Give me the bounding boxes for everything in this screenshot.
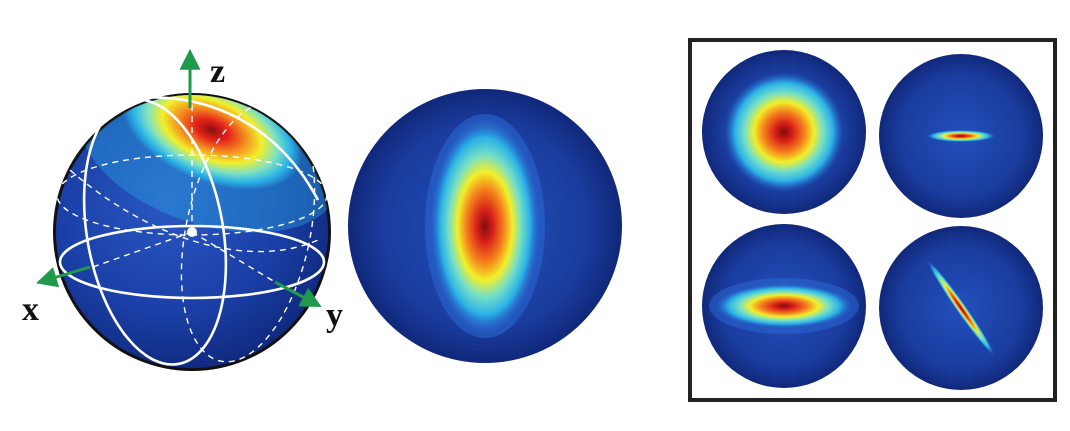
sphere-origin-dot — [187, 227, 197, 237]
disk-thin-diagonal — [879, 226, 1043, 390]
disk-wide-horizontal — [702, 224, 866, 388]
sphere-panel — [53, 93, 331, 371]
axis-arrows — [35, 48, 322, 307]
y-axis-arrow — [274, 280, 322, 307]
x-axis-arrow — [35, 265, 91, 288]
disk-thin-horizontal — [879, 54, 1043, 218]
x-axis-label: x — [22, 291, 39, 328]
sphere-grid-solid — [58, 96, 326, 366]
grid-panel — [688, 38, 1057, 402]
disk-round — [702, 50, 866, 214]
z-axis-label: z — [210, 53, 225, 90]
y-axis-label: y — [326, 297, 343, 334]
ellipse-hotspot — [430, 118, 540, 334]
ellipse-panel — [348, 89, 622, 363]
